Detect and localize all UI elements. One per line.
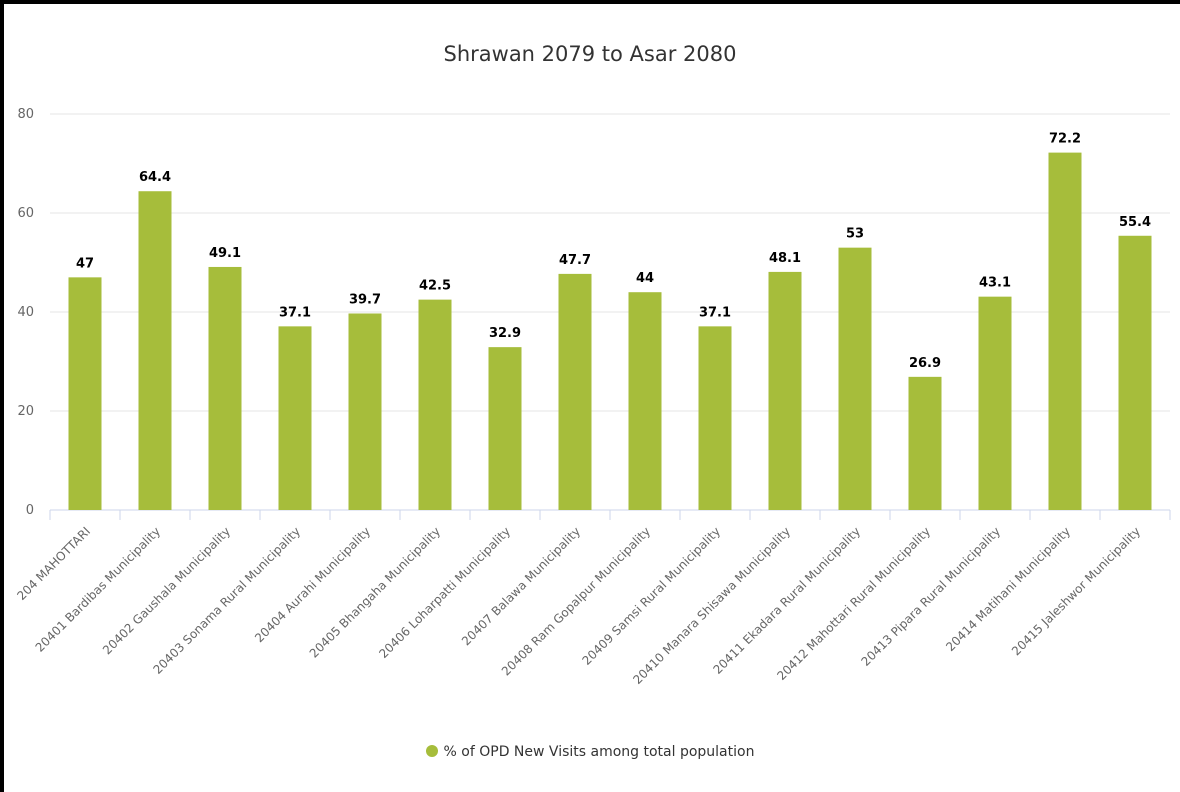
data-label: 53: [846, 227, 864, 242]
data-label: 47.7: [559, 253, 591, 268]
y-tick-label: 20: [17, 404, 34, 419]
bar[interactable]: [208, 266, 242, 510]
data-label: 26.9: [909, 356, 941, 371]
x-tick-label: 20404 Aurahi Municipality: [252, 524, 373, 645]
y-tick-label: 60: [17, 206, 34, 221]
data-label: 48.1: [769, 251, 801, 266]
x-tick-label: 204 MAHOTTARI: [14, 524, 93, 603]
bar[interactable]: [698, 326, 732, 510]
data-label: 37.1: [279, 305, 311, 320]
data-label: 44: [636, 271, 654, 286]
x-tick-label: 20409 Samsi Rural Municipality: [579, 524, 723, 668]
x-tick-label: 20414 Matihani Municipality: [943, 524, 1073, 654]
legend-marker: [425, 745, 438, 757]
y-tick-label: 0: [26, 503, 34, 518]
bar[interactable]: [1118, 235, 1152, 510]
x-tick-label: 20415 Jaleshwor Municipality: [1009, 524, 1143, 658]
bar[interactable]: [908, 376, 942, 510]
bar[interactable]: [348, 313, 382, 510]
x-tick-label: 20408 Ram Gopalpur Municipality: [499, 524, 653, 678]
x-tick-label: 20412 Mahottari Rural Municipality: [774, 524, 933, 683]
bar[interactable]: [68, 277, 102, 510]
data-label: 42.5: [419, 279, 451, 294]
data-label: 55.4: [1119, 215, 1151, 230]
data-label: 39.7: [349, 292, 381, 307]
x-tick-label: 20411 Ekadara Rural Municipality: [710, 524, 863, 677]
bar[interactable]: [488, 347, 522, 510]
chart-title: Shrawan 2079 to Asar 2080: [443, 42, 737, 66]
bar[interactable]: [978, 296, 1012, 510]
data-label: 64.4: [139, 170, 171, 185]
x-tick-label: 20407 Balawa Municipality: [459, 524, 583, 648]
data-label: 43.1: [979, 276, 1011, 291]
bar[interactable]: [628, 292, 662, 510]
bar[interactable]: [768, 271, 802, 510]
x-tick-label: 20405 Bhangaha Municipality: [307, 524, 443, 660]
x-tick-label: 20410 Manara Shisawa Municipality: [630, 524, 793, 687]
x-tick-label: 20413 Pipara Rural Municipality: [859, 524, 1004, 669]
bar[interactable]: [138, 191, 172, 510]
data-label: 49.1: [209, 246, 241, 261]
bar[interactable]: [1048, 152, 1082, 511]
x-tick-label: 20401 Bardibas Municipality: [33, 524, 164, 655]
data-label: 37.1: [699, 305, 731, 320]
legend-label: % of OPD New Visits among total populati…: [443, 744, 755, 760]
bar[interactable]: [278, 326, 312, 510]
x-tick-label: 20406 Loharpatti Municipality: [376, 524, 513, 661]
x-tick-label: 20403 Sonama Rural Municipality: [150, 524, 303, 677]
x-tick-label: 20402 Gaushala Municipality: [100, 524, 233, 657]
data-label: 47: [76, 256, 94, 271]
data-label: 72.2: [1049, 132, 1081, 147]
y-tick-label: 80: [17, 107, 34, 122]
bar[interactable]: [838, 247, 872, 510]
data-label: 32.9: [489, 326, 521, 341]
y-tick-label: 40: [17, 305, 34, 320]
bar[interactable]: [418, 299, 452, 510]
chart-legend[interactable]: % of OPD New Visits among total populati…: [0, 744, 1180, 760]
bar[interactable]: [558, 273, 592, 510]
